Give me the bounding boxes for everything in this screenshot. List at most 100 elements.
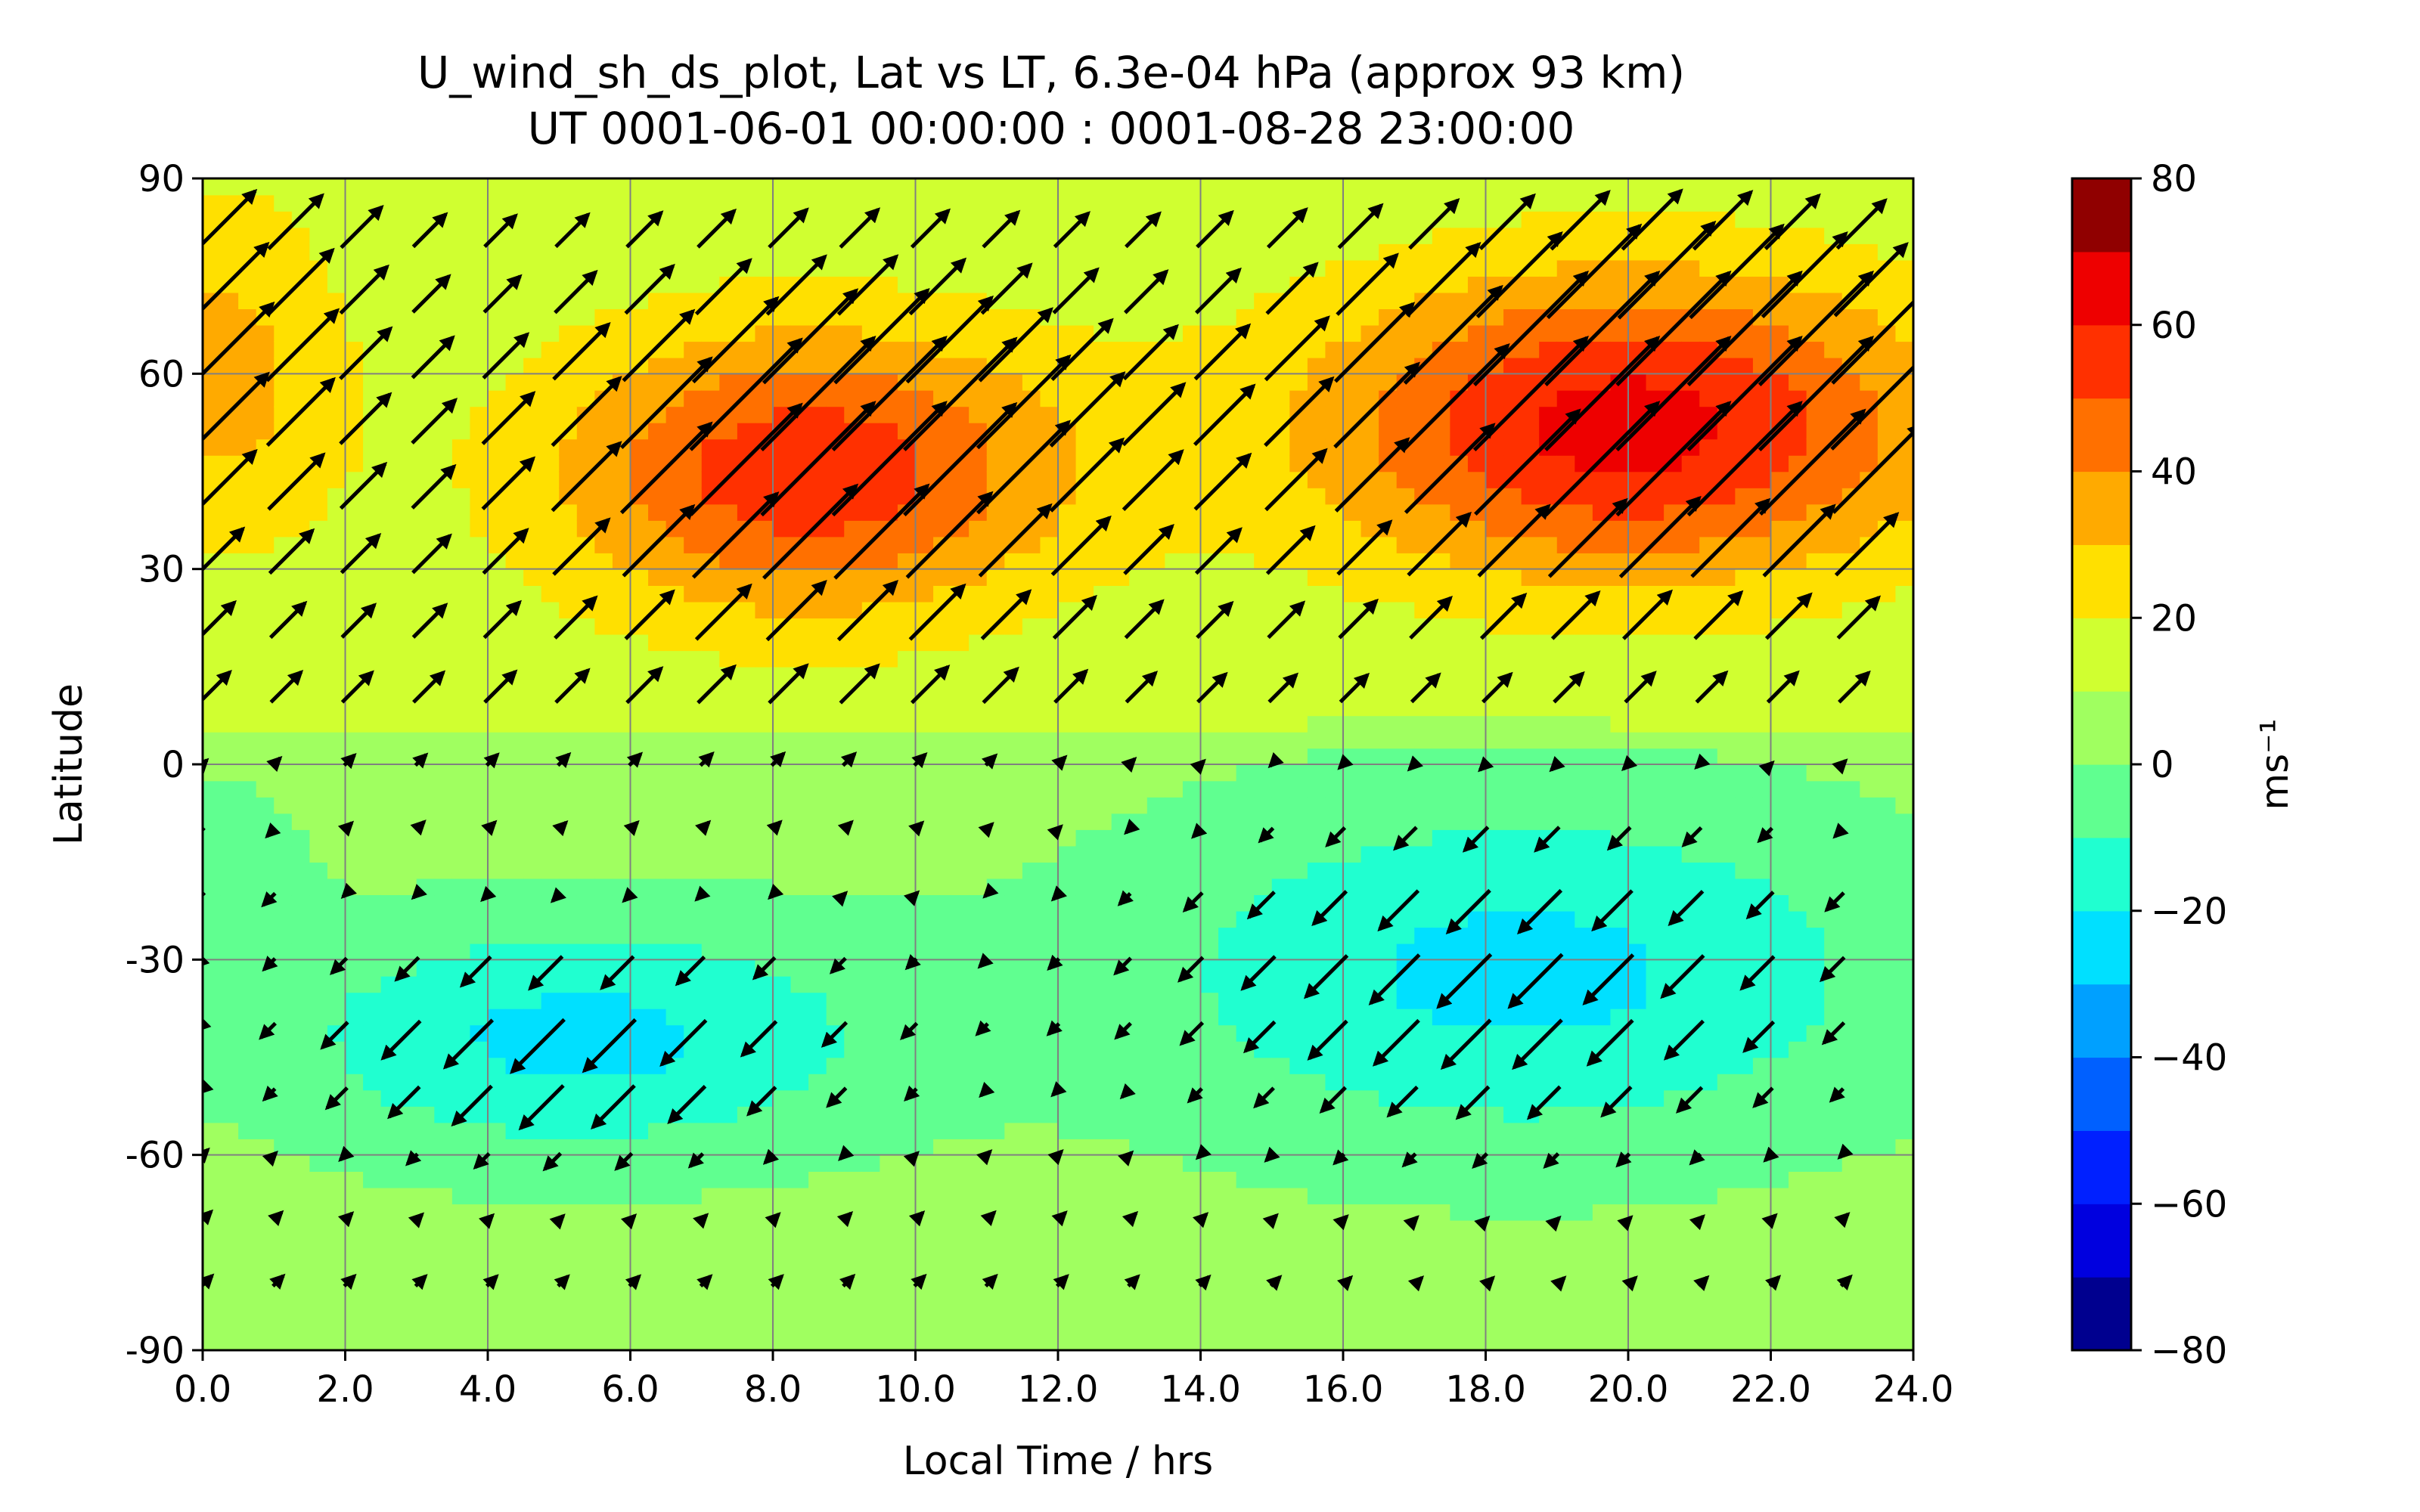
field-cell (1094, 878, 1112, 896)
field-cell (309, 634, 328, 652)
field-cell (1414, 1219, 1433, 1238)
field-cell (434, 1236, 453, 1253)
field-cell (1271, 650, 1291, 668)
field-cell (1058, 276, 1077, 293)
field-cell (220, 438, 239, 456)
field-cell (1182, 324, 1202, 342)
field-cell (1307, 1269, 1326, 1286)
field-cell (488, 536, 507, 553)
field-cell (416, 1008, 436, 1026)
field-cell (1165, 1074, 1184, 1091)
field-cell (559, 389, 578, 407)
field-cell (1022, 1236, 1041, 1253)
field-cell (345, 536, 364, 553)
field-cell (363, 1269, 382, 1286)
field-cell (1236, 178, 1255, 196)
field-cell (969, 975, 988, 993)
field-cell (1004, 1089, 1023, 1107)
field-cell (684, 536, 703, 553)
field-cell (737, 553, 756, 570)
field-cell (1094, 764, 1112, 782)
field-cell (1396, 1219, 1416, 1238)
field-cell (220, 618, 239, 635)
field-cell (1379, 536, 1398, 553)
field-cell (274, 699, 293, 717)
field-cell (826, 276, 845, 293)
field-cell (880, 520, 898, 538)
field-cell (559, 324, 578, 342)
field-cell (345, 1187, 364, 1205)
field-cell (1022, 829, 1041, 847)
field-cell (755, 276, 774, 293)
field-cell (576, 178, 596, 196)
field-cell (1414, 243, 1433, 261)
field-cell (1379, 1252, 1398, 1270)
field-cell (719, 780, 738, 798)
field-cell (1414, 1089, 1433, 1107)
field-cell (594, 488, 613, 505)
field-cell (1129, 1284, 1148, 1303)
field-cell (790, 683, 809, 700)
field-cell (1379, 406, 1398, 423)
field-cell (612, 1269, 631, 1286)
field-cell (1022, 471, 1041, 488)
field-cell (505, 373, 524, 391)
field-cell (309, 438, 328, 456)
field-cell (541, 618, 560, 635)
field-cell (666, 813, 684, 830)
field-cell (648, 715, 667, 733)
field-cell (1360, 975, 1379, 993)
field-cell (1111, 975, 1131, 993)
field-cell (701, 829, 721, 847)
field-cell (808, 1334, 827, 1350)
field-cell (416, 943, 436, 961)
field-cell (1218, 1236, 1237, 1253)
field-cell (1182, 454, 1202, 472)
field-cell (1254, 357, 1273, 375)
field-cell (345, 194, 364, 212)
field-cell (880, 1219, 898, 1238)
field-cell (826, 1219, 845, 1238)
field-cell (327, 601, 346, 619)
field-cell (203, 438, 222, 456)
field-cell (238, 1024, 257, 1042)
field-cell (291, 1236, 311, 1253)
field-cell (880, 634, 898, 652)
field-cell (559, 178, 578, 196)
field-cell (844, 943, 863, 961)
field-cell (1343, 308, 1362, 326)
field-cell (737, 178, 756, 196)
field-cell (274, 845, 293, 863)
field-cell (701, 1284, 721, 1303)
field-cell (203, 406, 222, 423)
field-cell (434, 520, 453, 538)
field-cell (630, 666, 649, 684)
field-cell (1236, 1284, 1255, 1303)
field-cell (1040, 943, 1059, 961)
field-cell (1289, 959, 1308, 977)
field-cell (1165, 1139, 1184, 1156)
field-cell (666, 699, 684, 717)
field-cell (612, 1284, 631, 1303)
field-cell (345, 878, 364, 896)
field-cell (1325, 975, 1344, 993)
field-cell (399, 471, 417, 488)
field-cell (951, 1139, 970, 1156)
field-cell (648, 308, 667, 326)
field-cell (327, 618, 346, 635)
field-cell (1146, 845, 1166, 863)
field-cell (933, 308, 952, 326)
field-cell (790, 1219, 809, 1238)
field-cell (1165, 1236, 1184, 1253)
field-cell (1040, 1187, 1059, 1205)
field-cell (1094, 1074, 1112, 1091)
field-cell (790, 910, 809, 928)
field-cell (238, 618, 257, 635)
field-cell (915, 1057, 934, 1074)
field-cell (256, 1040, 275, 1058)
field-cell (719, 910, 738, 928)
field-cell (451, 520, 471, 538)
field-cell (559, 1334, 578, 1350)
field-cell (666, 1187, 684, 1205)
field-cell (523, 373, 542, 391)
